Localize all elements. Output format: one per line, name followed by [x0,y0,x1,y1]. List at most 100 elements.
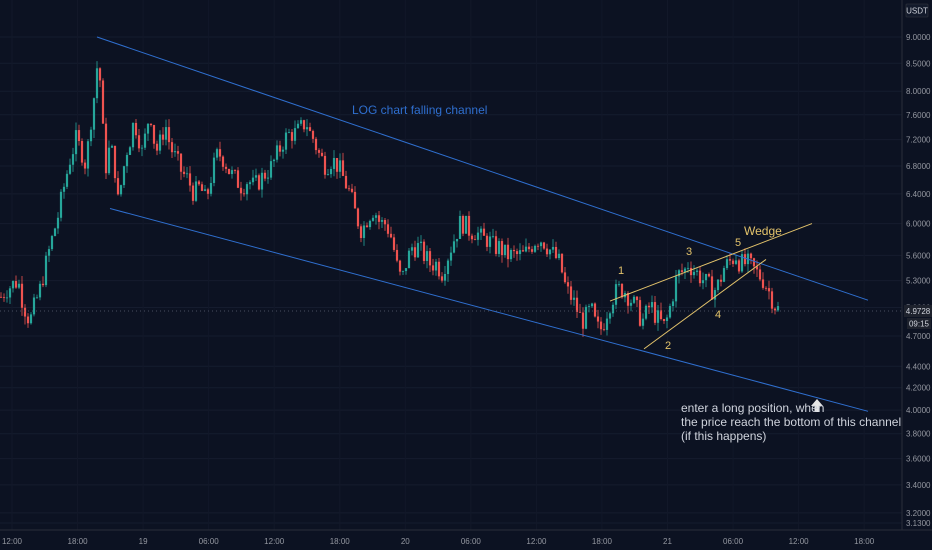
y-tick-label: 3.8000 [906,430,931,439]
candle [473,235,477,241]
wedge-pattern[interactable] [609,223,813,350]
candle-body [401,271,405,272]
x-tick-label: 18:00 [68,537,89,546]
candle [191,182,195,205]
candle [464,215,468,234]
candle-body [680,270,684,272]
candle [536,243,540,251]
candle [584,304,588,330]
candle-body [83,162,87,169]
candle-body [617,283,621,285]
candle-body [464,215,468,234]
candle [707,272,711,278]
candle [116,171,120,196]
candle [389,226,393,239]
candle-body [416,243,420,258]
candle [539,241,543,252]
candle [242,188,246,197]
candle-body [149,123,153,126]
candle-body [734,260,738,264]
x-tick-label: 18:00 [854,537,875,546]
candle [98,67,102,88]
candle-body [158,134,162,151]
candle [17,279,21,290]
candle [254,168,258,182]
x-tick-label: 20 [401,537,410,546]
candle [476,226,480,246]
wave-label-4: 4 [715,309,721,321]
x-tick-label: 06:00 [461,537,482,546]
candle-body [266,177,270,179]
candle [170,138,174,159]
candle-body [104,123,108,174]
countdown-tag [907,318,931,329]
candle-body [182,171,186,174]
x-tick-label: 18:00 [330,537,351,546]
candle-body [263,172,267,179]
candle [47,245,51,263]
candle [356,207,360,230]
candle-body [572,297,576,300]
candle-body [245,184,249,195]
candle-body [482,228,486,236]
candles[interactable] [0,61,780,337]
candle [323,151,327,179]
candle-body [755,266,759,270]
candle-body [332,157,336,169]
candle [467,211,471,241]
candle [257,173,261,191]
candle-body [194,181,198,201]
candle [437,258,441,280]
candle-body [752,258,756,267]
candle [725,255,729,271]
time-axis[interactable] [0,530,932,550]
candle-body [62,186,66,192]
candle [68,158,72,175]
candle [134,119,138,139]
candle [404,268,408,275]
candle-body [686,267,690,269]
candle-body [566,282,570,287]
currency-badge[interactable] [905,3,929,18]
candle [512,245,516,258]
candle [260,167,264,198]
candle [698,266,702,287]
candle [53,227,57,237]
candle [548,249,552,260]
candle [716,278,720,293]
x-tick-label: 19 [139,537,148,546]
candle-body [323,155,327,175]
candle [605,311,609,336]
candle [200,181,204,192]
candle [248,180,252,190]
candle [761,272,765,290]
candle-body [521,250,525,252]
candle-body [518,250,522,255]
candle-body [593,303,597,317]
wave-label-1: 1 [618,265,624,277]
candle-body [659,310,663,320]
candle-body [326,174,330,175]
candle-body [524,246,528,252]
note-line-1: enter a long position, when [681,401,824,415]
y-tick-label: 6.8000 [906,162,931,171]
candle [23,304,27,325]
candle-body [632,296,636,303]
falling-channel[interactable] [96,36,869,412]
wedge-annotation: Wedge [744,224,782,238]
y-tick-label: 4.2000 [906,384,931,393]
candle-body [668,306,672,318]
candle [335,157,339,179]
candle [608,311,612,324]
candle-body [635,296,639,301]
candle-body [740,254,744,272]
candle-body [431,265,435,271]
candle-body [533,245,537,252]
candle-body [116,178,120,195]
x-tick-label: 06:00 [199,537,220,546]
price-axis[interactable] [902,0,932,530]
candle-body [161,134,165,140]
candle-body [398,260,402,272]
candle-body [395,249,399,261]
